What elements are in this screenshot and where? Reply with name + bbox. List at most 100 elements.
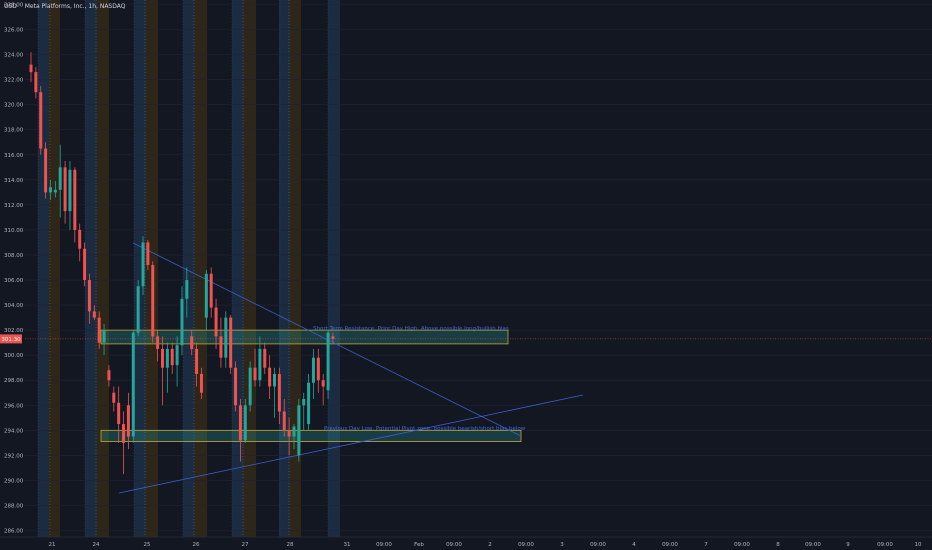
x-tick-label: 2	[488, 542, 492, 548]
chart-header: USD Meta Platforms, Inc., 1h, NASDAQ	[4, 3, 131, 10]
candle-body	[87, 280, 91, 312]
y-tick-label: 320.00	[4, 103, 24, 109]
candle-body	[136, 286, 140, 333]
candle-body	[224, 317, 228, 358]
candle-body	[331, 336, 335, 339]
x-tick-label: 09:00	[734, 542, 750, 548]
candle-body	[199, 373, 203, 393]
symbol-title: Meta Platforms, Inc., 1h, NASDAQ	[24, 3, 126, 10]
session-band	[195, 0, 207, 537]
y-tick-label: 296.00	[4, 403, 24, 409]
candles	[29, 52, 335, 475]
candle-body	[44, 148, 48, 193]
y-tick-label: 326.00	[4, 28, 24, 34]
x-tick-label: 8	[776, 542, 780, 548]
y-tick-label: 304.00	[4, 303, 24, 309]
candle-body	[243, 405, 247, 441]
session-band	[232, 0, 244, 537]
x-tick-label: 09:00	[662, 542, 678, 548]
y-tick-label: 314.00	[4, 178, 24, 184]
x-tick-label: 26	[193, 542, 200, 548]
x-tick-label: 09:00	[518, 542, 534, 548]
candle-body	[258, 348, 262, 381]
candle-body	[238, 405, 242, 441]
candle-body	[263, 348, 267, 368]
x-tick-label: 09:00	[446, 542, 462, 548]
candle-body	[160, 348, 164, 368]
candle-body	[292, 426, 296, 437]
x-tick-label: 09:00	[376, 542, 392, 548]
candle-body	[48, 187, 52, 193]
x-tick-label: 10	[915, 542, 922, 548]
candle-body	[214, 307, 218, 337]
x-tick-label: 28	[287, 542, 294, 548]
x-tick-label: 21	[49, 542, 56, 548]
candle-body	[39, 92, 43, 149]
candle-body	[126, 405, 130, 437]
x-tick-label: 31	[344, 542, 351, 548]
candle-body	[195, 348, 199, 374]
y-tick-label: 310.00	[4, 228, 24, 234]
session-band	[134, 0, 146, 537]
y-tick-label: 306.00	[4, 278, 24, 284]
candle-body	[112, 392, 116, 403]
y-axis: 328.00 326.00 324.00 322.00 320.00 318.00 316.…	[4, 3, 24, 535]
session-band	[328, 0, 340, 537]
candle-body	[170, 348, 174, 366]
candle-body	[297, 405, 301, 456]
session-band	[85, 0, 97, 537]
candle-body	[63, 167, 67, 212]
x-tick-label: 09:00	[590, 542, 606, 548]
x-tick-label: 9	[846, 542, 850, 548]
y-tick-label: 312.00	[4, 203, 24, 209]
candle-body	[131, 332, 135, 437]
candle-body	[97, 317, 101, 343]
candle-body	[321, 380, 325, 387]
session-band	[244, 0, 256, 537]
candle-body	[311, 357, 315, 383]
y-tick-label: 318.00	[4, 128, 24, 134]
x-tick-label: 4	[632, 542, 636, 548]
session-band	[38, 0, 50, 537]
candle-body	[58, 167, 62, 190]
candle-body	[146, 242, 150, 265]
candle-body	[273, 373, 276, 387]
candle-body	[29, 64, 33, 73]
y-tick-label: 298.00	[4, 378, 24, 384]
candle-body	[73, 169, 77, 230]
y-tick-label: 286.00	[4, 529, 24, 535]
x-tick-label: 7	[704, 542, 708, 548]
y-tick-label: 308.00	[4, 253, 24, 259]
candle-body	[141, 242, 145, 287]
candle-body	[107, 370, 111, 381]
candle-body	[78, 229, 82, 249]
candle-body	[165, 348, 169, 368]
session-band	[97, 0, 109, 537]
candle-body	[34, 72, 38, 93]
candle-body	[117, 402, 121, 425]
candle-body	[204, 273, 208, 318]
candle-body	[307, 382, 311, 425]
x-tick-label: 24	[93, 542, 100, 548]
price-tag-label: 301.30	[1, 337, 21, 343]
candle-body	[234, 367, 238, 406]
zones	[100, 329, 522, 442]
zone-label-resistance: Short Term Resistance, Prior Day High, A…	[313, 326, 509, 332]
zone-pivot	[100, 429, 522, 442]
candle-body	[185, 280, 189, 299]
x-tick-label: Feb	[414, 542, 424, 548]
session-band	[49, 0, 60, 537]
candle-body	[229, 317, 233, 368]
candle-body	[287, 430, 291, 437]
grid	[25, 4, 932, 531]
candle-body	[190, 336, 194, 349]
candle-body	[248, 367, 252, 406]
candle-body	[102, 330, 106, 343]
candle-body	[209, 273, 213, 308]
candle-body	[175, 345, 179, 366]
candle-body	[282, 411, 286, 431]
candle-body	[156, 336, 160, 349]
candle-body	[277, 373, 281, 412]
